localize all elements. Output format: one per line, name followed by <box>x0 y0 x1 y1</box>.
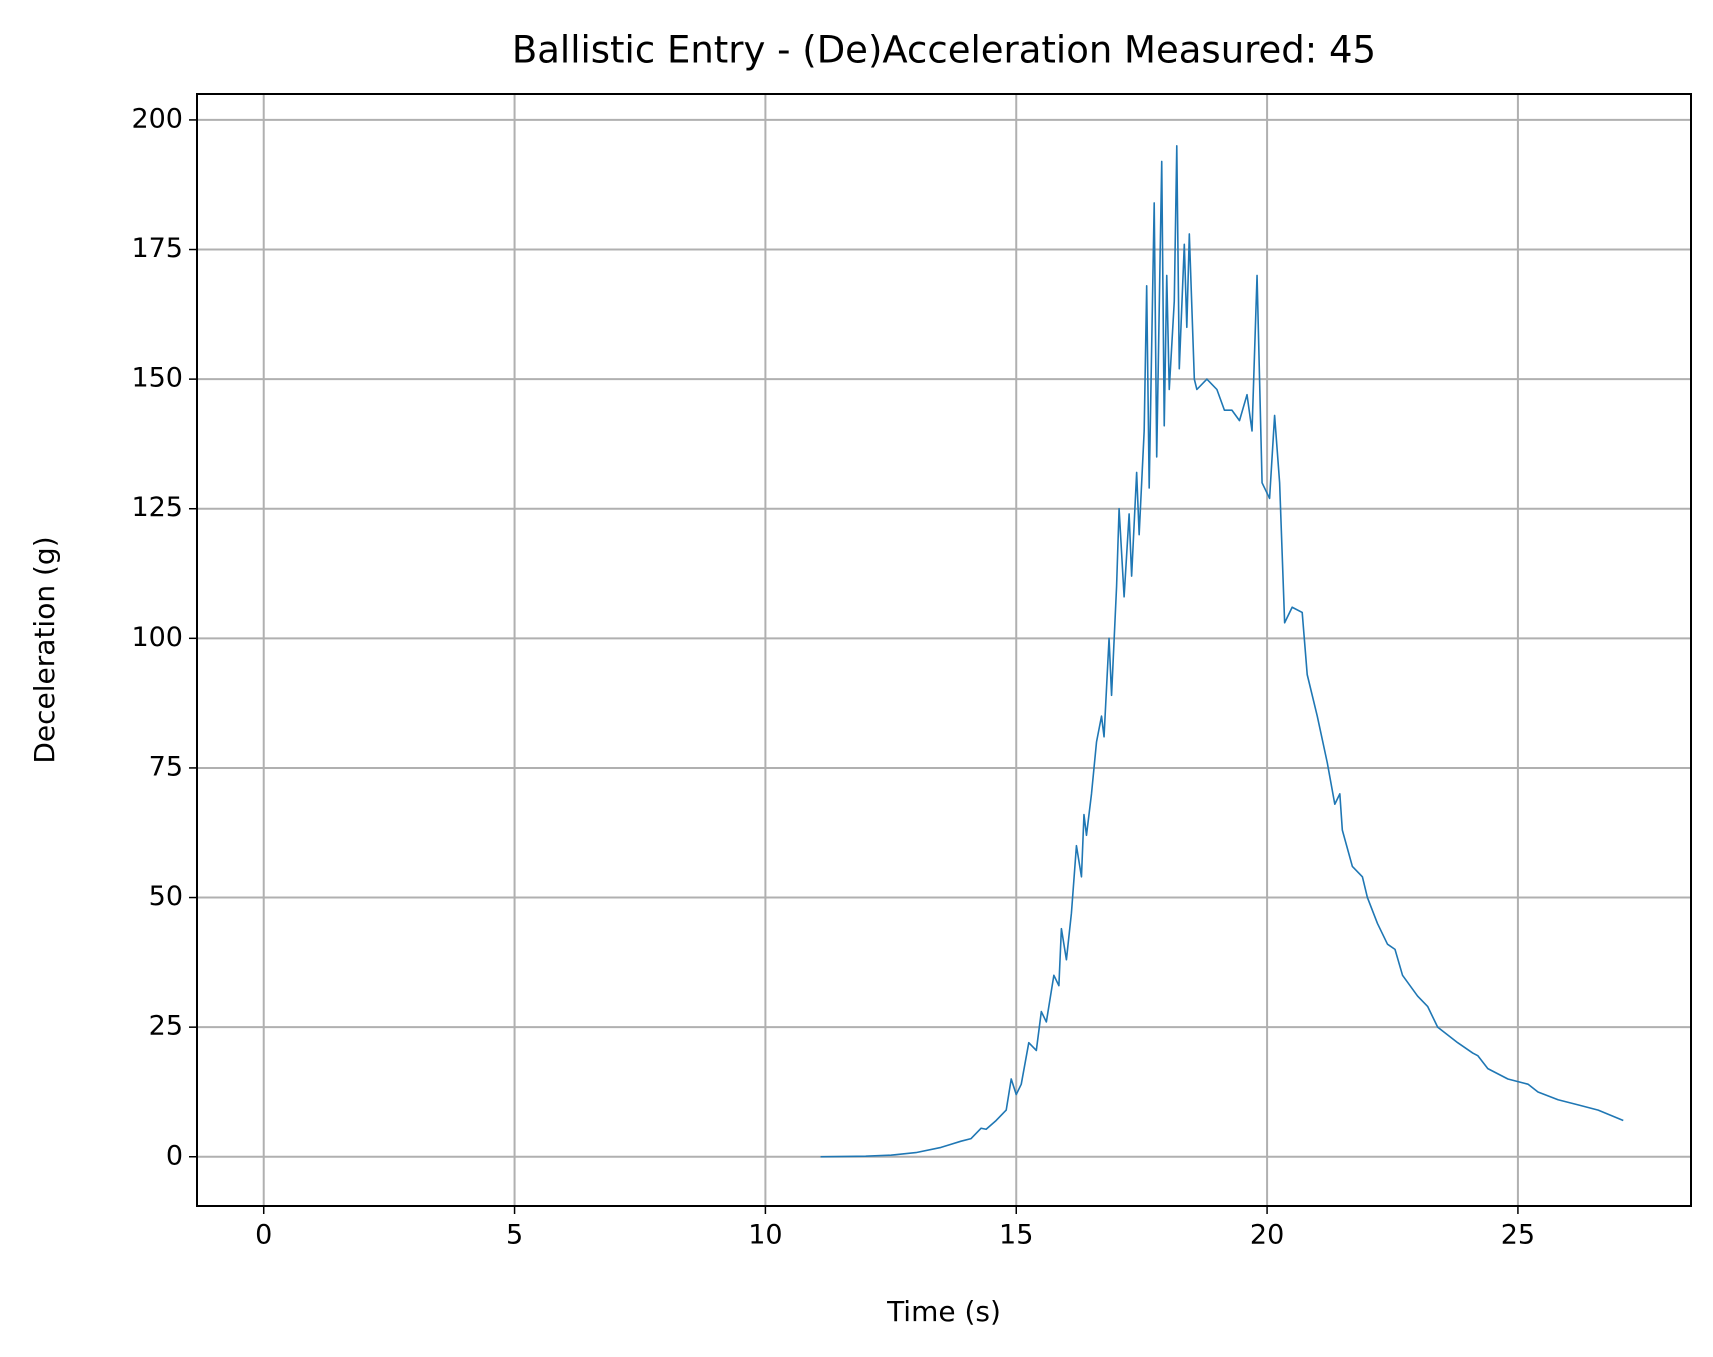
data-line <box>820 145 1624 1158</box>
y-tick-label: 125 <box>131 492 183 523</box>
x-tick-label: 10 <box>748 1220 782 1251</box>
y-tick-label: 75 <box>149 751 183 782</box>
x-axis-label: Time (s) <box>886 1295 1001 1328</box>
x-tick-label: 25 <box>1501 1220 1535 1251</box>
y-tick-label: 150 <box>131 363 183 394</box>
x-tick-label: 5 <box>506 1220 523 1251</box>
y-axis-label: Deceleration (g) <box>28 536 61 763</box>
x-tick-label: 0 <box>255 1220 272 1251</box>
y-tick-label: 0 <box>166 1140 183 1171</box>
y-tick-label: 100 <box>131 622 183 653</box>
chart-title: Ballistic Entry - (De)Acceleration Measu… <box>512 29 1376 72</box>
y-tick-label: 25 <box>149 1011 183 1042</box>
x-tick-label: 20 <box>1250 1220 1284 1251</box>
y-tick-label: 50 <box>149 881 183 912</box>
plot-frame <box>196 93 1692 1207</box>
y-tick-label: 200 <box>131 103 183 134</box>
y-tick-label: 175 <box>131 233 183 264</box>
x-tick-label: 15 <box>999 1220 1033 1251</box>
